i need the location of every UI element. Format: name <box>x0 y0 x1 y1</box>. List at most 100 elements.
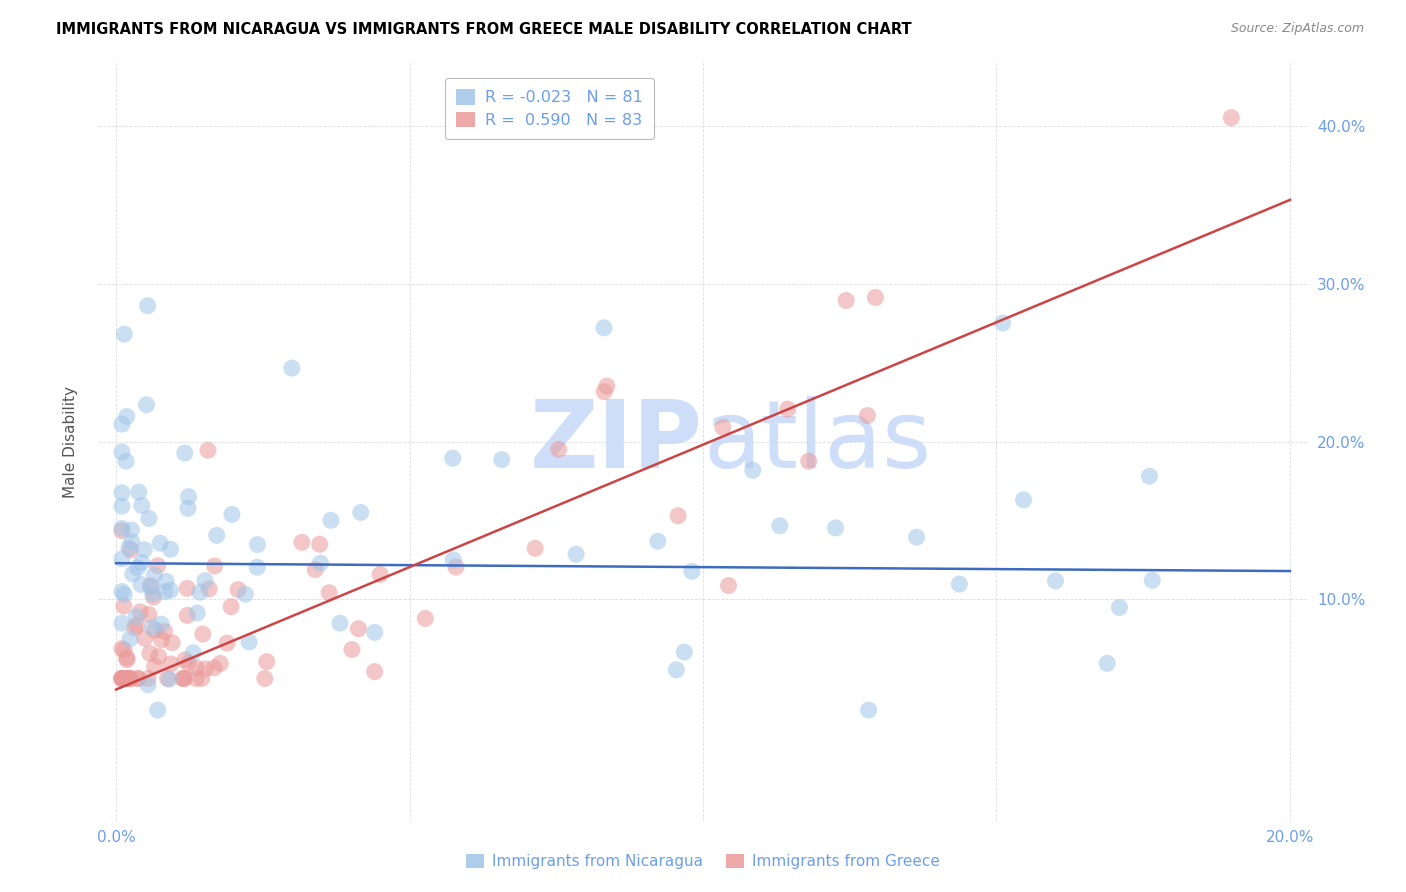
Point <box>177 657 200 671</box>
Point <box>127 672 149 686</box>
Point <box>319 513 342 527</box>
Point <box>115 650 138 665</box>
Point <box>111 552 134 566</box>
Point <box>139 646 162 660</box>
Point <box>111 521 134 535</box>
Point <box>143 659 166 673</box>
Point <box>148 649 170 664</box>
Point <box>318 586 340 600</box>
Text: Source: ZipAtlas.com: Source: ZipAtlas.com <box>1230 22 1364 36</box>
Point <box>835 293 858 308</box>
Point <box>128 485 150 500</box>
Point <box>198 582 221 596</box>
Point <box>149 536 172 550</box>
Point <box>308 537 330 551</box>
Point <box>769 518 792 533</box>
Point <box>246 560 269 574</box>
Point <box>1095 657 1118 671</box>
Point <box>363 665 385 679</box>
Point <box>176 608 198 623</box>
Point <box>127 560 149 574</box>
Point <box>143 624 166 638</box>
Point <box>120 523 142 537</box>
Point <box>304 563 326 577</box>
Point <box>160 657 183 671</box>
Point <box>112 599 135 613</box>
Point <box>204 558 226 573</box>
Point <box>120 672 142 686</box>
Point <box>173 672 195 686</box>
Point <box>191 627 214 641</box>
Point <box>176 582 198 596</box>
Point <box>340 642 363 657</box>
Point <box>181 646 204 660</box>
Point <box>665 663 688 677</box>
Point <box>118 672 141 686</box>
Point <box>858 703 880 717</box>
Point <box>141 621 163 635</box>
Point <box>194 662 217 676</box>
Point <box>127 672 149 686</box>
Point <box>364 625 387 640</box>
Point <box>136 672 159 686</box>
Point <box>153 584 176 599</box>
Point <box>741 463 763 477</box>
Point <box>136 299 159 313</box>
Point <box>350 505 373 519</box>
Point <box>139 580 162 594</box>
Point <box>711 420 734 434</box>
Point <box>150 632 173 647</box>
Point <box>444 560 467 574</box>
Point <box>905 530 928 544</box>
Point <box>139 579 162 593</box>
Point <box>111 672 134 686</box>
Point <box>156 672 179 686</box>
Point <box>596 379 619 393</box>
Point <box>291 535 314 549</box>
Point <box>246 538 269 552</box>
Text: atlas: atlas <box>703 395 931 488</box>
Point <box>824 521 846 535</box>
Point <box>124 621 146 635</box>
Point <box>205 528 228 542</box>
Point <box>647 534 669 549</box>
Point <box>115 409 138 424</box>
Point <box>593 320 616 334</box>
Point <box>112 643 135 657</box>
Point <box>131 556 153 570</box>
Point <box>191 672 214 686</box>
Point <box>235 587 257 601</box>
Point <box>173 672 195 686</box>
Point <box>1137 469 1160 483</box>
Point <box>111 584 134 599</box>
Point <box>111 672 134 686</box>
Point <box>118 632 141 646</box>
Point <box>125 609 148 624</box>
Point <box>143 568 166 582</box>
Point <box>173 446 195 460</box>
Point <box>136 678 159 692</box>
Point <box>991 316 1014 330</box>
Point <box>186 672 208 686</box>
Point <box>111 641 134 656</box>
Point <box>1012 492 1035 507</box>
Point <box>256 655 278 669</box>
Point <box>226 582 249 597</box>
Point <box>121 534 143 549</box>
Point <box>413 611 436 625</box>
Point <box>118 541 141 555</box>
Point <box>565 547 588 561</box>
Point <box>238 635 260 649</box>
Point <box>177 501 200 516</box>
Point <box>111 672 134 686</box>
Point <box>219 599 242 614</box>
Point <box>146 558 169 573</box>
Point <box>131 499 153 513</box>
Point <box>111 672 134 686</box>
Point <box>142 587 165 601</box>
Point <box>186 606 208 620</box>
Point <box>174 653 197 667</box>
Text: IMMIGRANTS FROM NICARAGUA VS IMMIGRANTS FROM GREECE MALE DISABILITY CORRELATION : IMMIGRANTS FROM NICARAGUA VS IMMIGRANTS … <box>56 22 912 37</box>
Point <box>209 657 232 671</box>
Point <box>197 443 219 458</box>
